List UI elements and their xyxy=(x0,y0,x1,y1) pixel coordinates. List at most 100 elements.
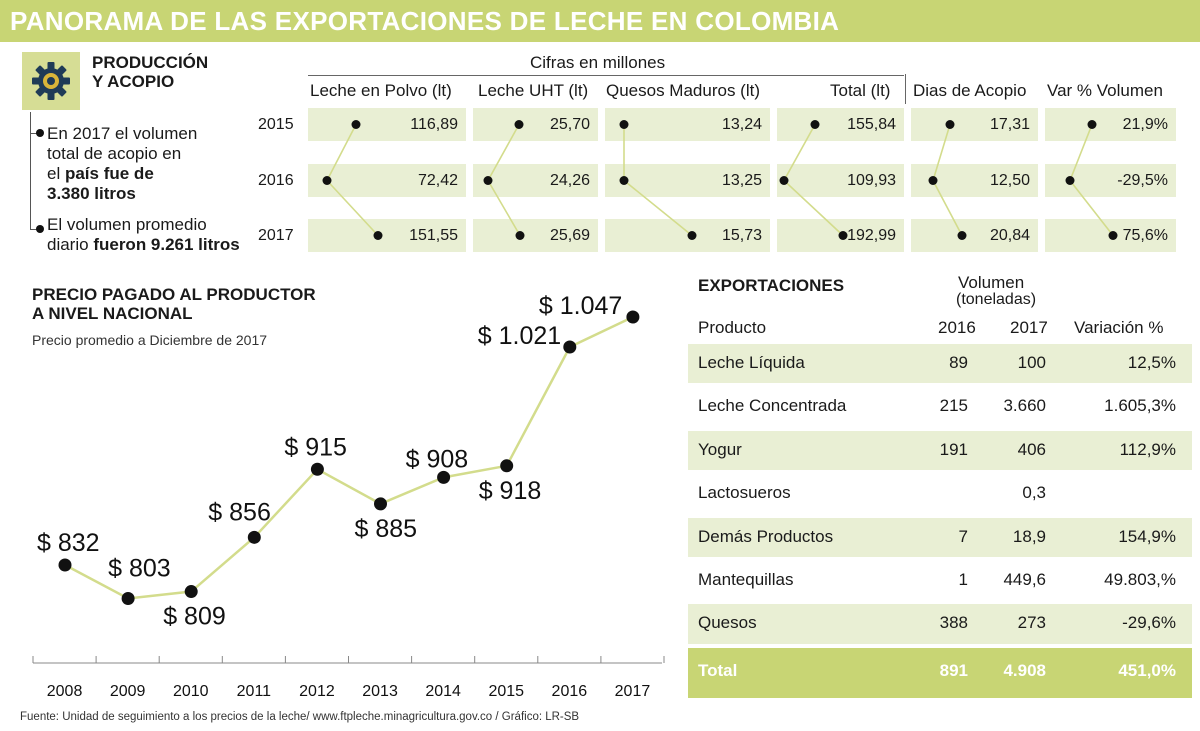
bullet2-line2: diario fueron 9.261 litros xyxy=(47,235,247,255)
data-point-2015 xyxy=(500,459,514,473)
year-label-2017: 2017 xyxy=(258,227,294,244)
acopio-value: 13,25 xyxy=(721,172,762,189)
exp-row-producto: Leche Concentrada xyxy=(698,396,847,416)
acopio-dot xyxy=(619,176,629,185)
bullet2-line2b: fueron 9.261 litros xyxy=(93,235,240,254)
volumen-label: Volumen xyxy=(958,273,1025,292)
data-point-2008 xyxy=(58,558,72,572)
exp-row-2016: 89 xyxy=(949,353,968,372)
exp-row-producto: Demás Productos xyxy=(698,526,834,546)
exp-row-bg xyxy=(688,604,1192,644)
data-label-2009: $ 803 xyxy=(108,554,171,582)
header-2016: 2016 xyxy=(938,318,976,337)
acopio-cell xyxy=(777,164,904,197)
bullet2-line1: El volumen promedio xyxy=(47,215,207,234)
acopio-dot xyxy=(1108,231,1118,240)
acopio-dot xyxy=(810,120,820,129)
series-line xyxy=(64,315,634,600)
bullet-tick-1 xyxy=(30,133,38,134)
acopio-dots-overlay xyxy=(322,120,1118,240)
acopio-value: 116,89 xyxy=(410,116,458,133)
exp-row-bg xyxy=(688,344,1192,384)
bullet1-line1: En 2017 el volumen xyxy=(47,124,198,143)
acopio-cell xyxy=(911,108,1038,141)
exp-row-bg xyxy=(688,517,1192,557)
bullet-connector xyxy=(30,112,31,230)
col-header-4: Dias de Acopio xyxy=(913,81,1027,100)
total-2017: 4.908 xyxy=(1003,661,1046,680)
acopio-value: 25,70 xyxy=(549,116,590,133)
x-tick-label-2014: 2014 xyxy=(425,683,461,700)
produccion-title-line1: PRODUCCIÓN xyxy=(92,53,209,72)
acopio-value: 15,73 xyxy=(721,227,762,244)
header-producto: Producto xyxy=(698,318,767,337)
line-chart-subtitle: Precio promedio a Diciembre de 2017 xyxy=(32,332,268,348)
col-header-2: Quesos Maduros (lt) xyxy=(606,81,760,100)
acopio-cell xyxy=(308,219,466,252)
acopio-value: 21,9% xyxy=(1122,116,1168,133)
data-point-2013 xyxy=(374,497,387,511)
x-tick-label-2013: 2013 xyxy=(362,683,398,700)
data-point-2011 xyxy=(247,530,261,544)
exp-row-variacion: 154,9% xyxy=(1118,526,1176,546)
acopio-cell xyxy=(308,108,466,141)
acopio-value: 109,93 xyxy=(847,172,896,189)
x-tick-label-2017: 2017 xyxy=(615,683,651,700)
acopio-cell xyxy=(473,219,598,252)
page-title: PANORAMA DE LAS EXPORTACIONES DE LECHE E… xyxy=(10,6,840,36)
x-tick-label-2011: 2011 xyxy=(237,683,272,700)
exp-row-2017: 18,9 xyxy=(1012,526,1046,546)
exp-row-producto: Lactosueros xyxy=(698,483,791,503)
data-point-2016 xyxy=(563,340,577,354)
x-tick-label-2008: 2008 xyxy=(47,683,83,700)
line-chart-title-line1: PRECIO PAGADO AL PRODUCTOR xyxy=(32,285,316,304)
x-tick-label-2016: 2016 xyxy=(552,683,588,700)
line-chart-title-line2: A NIVEL NACIONAL xyxy=(32,304,193,323)
acopio-value: 151,55 xyxy=(409,227,458,244)
total-row: Total 891 4.908 451,0% xyxy=(688,648,1192,698)
bullet1-line2: total de acopio en xyxy=(47,144,182,163)
exp-row-producto: Mantequillas xyxy=(698,570,794,589)
x-tick-label-2010: 2010 xyxy=(173,683,209,700)
col-header-5: Var % Volumen xyxy=(1047,81,1163,100)
col-header-1: Leche UHT (lt) xyxy=(478,81,589,100)
acopio-dot xyxy=(619,120,629,129)
data-label-2014: $ 908 xyxy=(406,445,469,473)
header-2017: 2017 xyxy=(1010,318,1048,337)
data-label-2013: $ 885 xyxy=(355,515,418,543)
acopio-dot xyxy=(373,231,383,240)
acopio-value: 72,42 xyxy=(417,172,458,189)
x-tick-label-2015: 2015 xyxy=(488,683,524,700)
acopio-cell xyxy=(308,164,466,197)
exp-row-variacion: 49.803,% xyxy=(1104,570,1176,589)
total-2016: 891 xyxy=(939,661,968,680)
exp-row-variacion: 12,5% xyxy=(1127,353,1176,372)
data-label-2016: $ 1.021 xyxy=(478,322,561,350)
acopio-dot xyxy=(483,176,493,185)
acopio-cell xyxy=(911,219,1038,252)
gear-icon xyxy=(32,62,70,100)
data-point-2014 xyxy=(437,470,451,484)
total-variacion: 451,0% xyxy=(1118,661,1176,680)
col-divider xyxy=(905,74,906,104)
exp-row-bg xyxy=(688,430,1192,471)
acopio-dot xyxy=(515,231,525,240)
acopio-dot xyxy=(1087,120,1097,129)
bullet-dot-1 xyxy=(36,129,44,137)
exp-row-2017: 0,3 xyxy=(1022,483,1046,503)
acopio-value: 12,50 xyxy=(989,172,1030,189)
x-tick-label-2012: 2012 xyxy=(299,683,335,700)
gear-box xyxy=(22,52,80,110)
year-label-2016: 2016 xyxy=(258,172,294,189)
header-variacion: Variación % xyxy=(1074,318,1164,337)
bullet1-line3: el país fue de xyxy=(47,164,247,184)
exp-row-2017: 3.660 xyxy=(1003,396,1046,416)
exp-row-2016: 1 xyxy=(958,570,968,589)
col-header-3: Total (lt) xyxy=(830,81,891,100)
exp-row-producto: Quesos xyxy=(698,613,757,633)
acopio-dot xyxy=(945,120,955,129)
footer-source: Fuente: Unidad de seguimiento a los prec… xyxy=(20,711,580,723)
exp-row-producto: Leche Líquida xyxy=(698,353,805,372)
bullet-tick-2 xyxy=(30,229,38,230)
acopio-dot xyxy=(779,176,789,185)
